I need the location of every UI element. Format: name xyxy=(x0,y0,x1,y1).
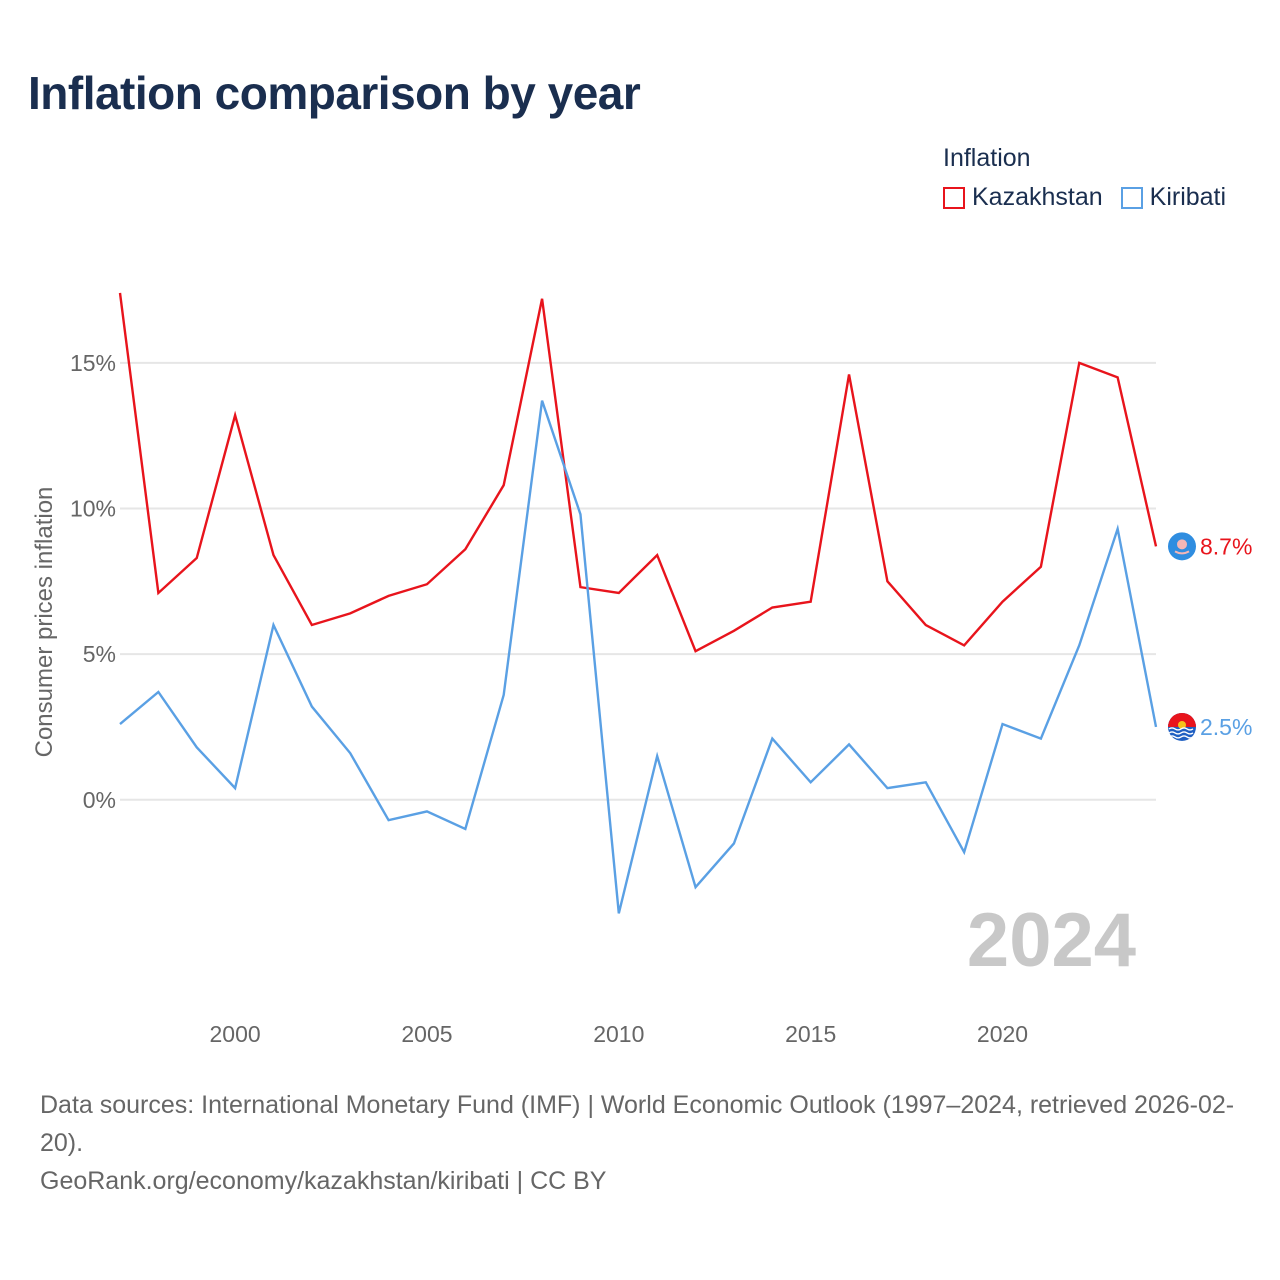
data-point-kiribati xyxy=(501,692,507,698)
source-line-site: GeoRank.org/economy/kazakhstan/kiribati … xyxy=(40,1167,607,1195)
data-point-kazakhstan xyxy=(1038,564,1044,570)
data-point-kiribati xyxy=(808,779,814,785)
y-axis-title: Consumer prices inflation xyxy=(31,487,58,758)
data-point-kiribati xyxy=(1115,526,1121,532)
data-point-kiribati xyxy=(654,753,660,759)
x-tick-label: 2005 xyxy=(401,1021,452,1047)
x-tick-label: 2000 xyxy=(210,1021,261,1047)
data-point-kiribati xyxy=(731,840,737,846)
data-point-kiribati xyxy=(577,511,583,517)
data-point-kazakhstan xyxy=(923,622,929,628)
chart-area: 0% 5% 10% 15% 2000 2005 2010 2015 2020 Consumer p… xyxy=(31,290,1252,1047)
data-point-kiribati xyxy=(616,910,622,916)
data-point-kiribati xyxy=(270,622,276,628)
chart-title: Inflation comparison by year xyxy=(28,67,641,119)
year-watermark: 2024 xyxy=(967,898,1136,983)
data-point-kazakhstan xyxy=(386,593,392,599)
data-point-kazakhstan xyxy=(539,296,545,302)
y-tick-label: 5% xyxy=(83,641,116,667)
source-note: Data sources: International Monetary Fun… xyxy=(40,1086,1250,1200)
data-point-kiribati xyxy=(769,736,775,742)
legend-label-kazakhstan: Kazakhstan xyxy=(972,183,1103,211)
x-tick-label: 2010 xyxy=(593,1021,644,1047)
legend: Inflation Kazakhstan Kiribati xyxy=(943,144,1226,212)
data-point-kiribati xyxy=(386,817,392,823)
data-point-kazakhstan xyxy=(347,610,353,616)
data-point-kazakhstan xyxy=(232,412,238,418)
legend-item-kazakhstan[interactable]: Kazakhstan xyxy=(943,183,1103,212)
end-label-kazakhstan: 8.7% xyxy=(1200,533,1252,559)
data-point-kazakhstan xyxy=(462,546,468,552)
data-point-kiribati xyxy=(347,750,353,756)
data-point-kiribati xyxy=(693,884,699,890)
data-point-kiribati xyxy=(846,741,852,747)
data-point-kazakhstan xyxy=(846,371,852,377)
data-point-kazakhstan xyxy=(654,552,660,558)
series-line-kazakhstan xyxy=(118,292,1158,653)
data-point-kazakhstan xyxy=(693,648,699,654)
y-tick-label: 10% xyxy=(70,495,116,521)
y-tick-label: 15% xyxy=(70,350,116,376)
data-point-kazakhstan xyxy=(769,605,775,611)
data-point-kazakhstan xyxy=(117,290,123,296)
legend-swatch-kazakhstan xyxy=(943,186,965,209)
x-tick-label: 2020 xyxy=(977,1021,1028,1047)
data-point-kazakhstan xyxy=(270,552,276,558)
data-point-kiribati xyxy=(194,744,200,750)
series-line-kiribati xyxy=(119,400,1158,914)
data-point-kazakhstan xyxy=(1115,374,1121,380)
data-point-kiribati xyxy=(1000,721,1006,727)
data-point-kazakhstan xyxy=(577,584,583,590)
data-point-kiribati xyxy=(117,721,123,727)
data-point-kazakhstan xyxy=(961,642,967,648)
data-point-kiribati xyxy=(232,785,238,791)
data-point-kazakhstan xyxy=(1153,543,1159,549)
legend-row: Kazakhstan Kiribati xyxy=(943,183,1226,212)
data-point-kiribati xyxy=(309,704,315,710)
legend-swatch-kiribati xyxy=(1120,186,1143,209)
data-point-kiribati xyxy=(1153,724,1159,730)
data-point-kiribati xyxy=(923,779,929,785)
legend-label-kiribati: Kiribati xyxy=(1149,183,1227,211)
data-point-kiribati xyxy=(539,398,545,404)
source-line-data: Data sources: International Monetary Fun… xyxy=(40,1091,1235,1157)
legend-title: Inflation xyxy=(943,144,1031,172)
data-point-kiribati xyxy=(155,689,161,695)
data-point-kazakhstan xyxy=(501,482,507,488)
data-point-kazakhstan xyxy=(1000,599,1006,605)
data-point-kazakhstan xyxy=(616,590,622,596)
kiribati-flag-icon xyxy=(1168,712,1196,741)
data-point-kazakhstan xyxy=(309,622,315,628)
data-point-kiribati xyxy=(884,785,890,791)
legend-item-kiribati[interactable]: Kiribati xyxy=(1120,183,1227,212)
data-point-kazakhstan xyxy=(884,578,890,584)
data-point-kazakhstan xyxy=(731,628,737,634)
y-tick-label: 0% xyxy=(83,787,116,813)
data-point-kazakhstan xyxy=(194,555,200,561)
data-point-kazakhstan xyxy=(155,590,161,596)
data-point-kiribati xyxy=(462,826,468,832)
end-label-kiribati: 2.5% xyxy=(1200,714,1252,740)
data-point-kiribati xyxy=(961,849,967,855)
data-point-kiribati xyxy=(1038,736,1044,742)
data-point-kiribati xyxy=(424,808,430,814)
data-point-kazakhstan xyxy=(424,581,430,587)
data-point-kazakhstan xyxy=(1076,360,1082,366)
kazakhstan-flag-icon xyxy=(1168,532,1196,561)
x-tick-label: 2015 xyxy=(785,1021,836,1047)
data-point-kiribati xyxy=(1076,642,1082,648)
data-point-kazakhstan xyxy=(808,599,814,605)
